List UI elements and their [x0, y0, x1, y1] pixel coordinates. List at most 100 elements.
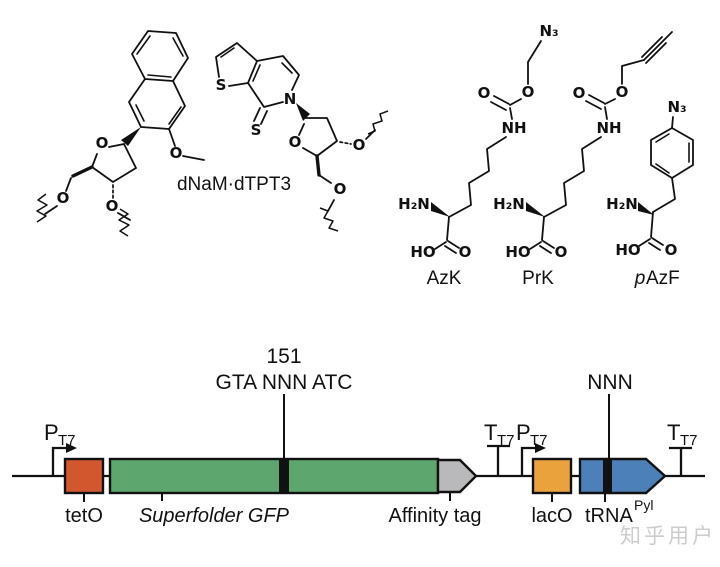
prk-ester-bond [604, 98, 616, 105]
watermark-text: 知乎用户 [620, 524, 716, 548]
azk-structure: N₃ O O NH H₂N O HO AzK [398, 22, 558, 289]
teto-box [63, 457, 105, 495]
affinity-tag-label: Affinity tag [388, 505, 481, 527]
dtpt3-o5-label: O [334, 180, 347, 198]
prk-cooh-double-bonds [539, 240, 555, 254]
pazf-name-label: AzF [646, 268, 680, 289]
dnam-c5-bold-bond [71, 165, 94, 178]
prk-carbonyl-o-label: O [573, 84, 586, 102]
prk-alkyne-bonds [641, 31, 673, 64]
promoter-arrowhead-icon [535, 443, 546, 453]
dtpt3-ring-o-label: O [289, 133, 302, 151]
pazf-ca-cooh-bond [650, 211, 654, 238]
terminator2-label: T [667, 420, 680, 445]
azk-nh-label: NH [501, 119, 526, 137]
t7-promoter-2: P T7 [516, 420, 548, 476]
dtpt3-sugar-bonds [298, 117, 338, 157]
dnam-ome-o-label: O [170, 144, 183, 162]
anticodon-band [603, 459, 612, 493]
dtpt3-backbone-cut-right [367, 110, 389, 135]
promoter2-label: P [516, 420, 531, 445]
gfp-box [108, 457, 440, 495]
promoter1-label: P [44, 420, 59, 445]
dtpt3-n-label: N [284, 90, 297, 108]
promoter-arrow-line [520, 446, 535, 476]
prk-carbonyl-bonds [585, 94, 605, 110]
azk-chain-bonds [448, 136, 507, 218]
prk-wedge-bond [526, 202, 545, 217]
azk-azidoethyl-bonds [527, 40, 542, 85]
azk-ester-bond [509, 98, 522, 106]
dnam-double-bonds [135, 35, 184, 125]
dtpt3-backbone-cut-bottom [319, 207, 339, 232]
terminator1-sub-label: T7 [497, 432, 515, 449]
azk-name-label: AzK [427, 268, 462, 289]
pazf-name-label-p: p [634, 268, 646, 289]
pazf-ch2-bonds [652, 177, 676, 213]
prk-cooh-oh-bond [529, 241, 542, 250]
pazf-cooh-double-bonds [648, 237, 664, 251]
gene-construct-diagram: P T7 tetO Superfolder GFP 151 GTA NNN AT… [12, 345, 705, 527]
laco-label: lacO [531, 505, 572, 527]
dnam-o5-label: O [57, 189, 70, 207]
dtpt3-wedge-bond [296, 103, 310, 121]
prk-structure: O O NH H₂N O HO PrK [493, 31, 673, 289]
terminator-symbol [669, 446, 692, 476]
dtpt3-double-bonds [220, 47, 293, 82]
azk-cooh-o-label: O [459, 243, 472, 261]
dnam-ring-o-label: O [96, 134, 109, 152]
dnam-methoxy-bonds [168, 128, 205, 161]
laco-box [531, 457, 573, 495]
prk-ester-o-label: O [616, 83, 629, 101]
dnam-backbone-cut-right [118, 208, 130, 237]
pazf-cooh-o-label: O [665, 241, 678, 259]
pazf-benzene-double-bonds [655, 133, 690, 174]
codon-insertion-band [279, 459, 289, 493]
dnam-naphthalene-bonds [128, 30, 189, 130]
prk-chain-bonds [543, 136, 602, 218]
dnam-backbone-cut-left [36, 193, 48, 223]
azk-cooh-double-bonds [444, 240, 460, 254]
dnam-c5-o-bond [65, 177, 72, 192]
pazf-n-ring-bond [671, 116, 674, 129]
dtpt3-thione-s-label: S [251, 121, 262, 139]
gfp-label: Superfolder GFP [139, 505, 290, 527]
prk-name-label: PrK [522, 268, 554, 289]
pazf-wedge-bond [638, 202, 654, 215]
azk-ester-o-label: O [522, 83, 535, 101]
azk-wedge-bond [431, 202, 450, 217]
dtpt3-ring-s-label: S [216, 76, 227, 94]
azk-ca-cooh-bond [446, 216, 450, 241]
dtpt3-o3-hash-bond [339, 141, 352, 145]
pazf-benzene-bonds [650, 127, 694, 179]
dtpt3-c5-bold-bond [315, 154, 321, 177]
prk-c-nh-bond [604, 106, 608, 120]
prk-amine-label: H₂N [493, 195, 525, 213]
azk-cooh-oh-bond [434, 241, 447, 250]
prk-propargyl-bonds [621, 59, 645, 85]
anticodon-label: NNN [587, 371, 633, 394]
insertion-codons-label: GTA NNN ATC [216, 371, 353, 394]
terminator-symbol [487, 444, 510, 476]
pazf-cooh-oh-bond [638, 238, 651, 247]
prk-nh-label: NH [596, 119, 621, 137]
pazf-amine-label: H₂N [606, 195, 638, 213]
t7-terminator-1: T T7 [484, 420, 515, 476]
prk-ho-label: HO [505, 243, 530, 261]
pair-name-label: dNaM·dTPT3 [177, 174, 291, 195]
dtpt3-backbone-bond-bottom [327, 199, 335, 212]
trna-arrow [578, 457, 667, 495]
dnam-o3-label: O [106, 197, 119, 215]
dtpt3-c5-o-bond [318, 174, 332, 184]
trna-label: tRNA [585, 505, 633, 527]
dtpt3-structure: S N S O O O dNaM·dTPT3 [177, 42, 389, 232]
dtpt3-o3-label: O [353, 136, 366, 154]
azk-amine-label: H₂N [398, 195, 430, 213]
dtpt3-thione-bonds [253, 107, 268, 125]
prk-cooh-o-label: O [555, 243, 568, 261]
dnam-backbone-bond-left [44, 205, 58, 215]
affinity-tag-arrow [436, 458, 478, 494]
pazf-azide-label: N₃ [667, 98, 686, 116]
